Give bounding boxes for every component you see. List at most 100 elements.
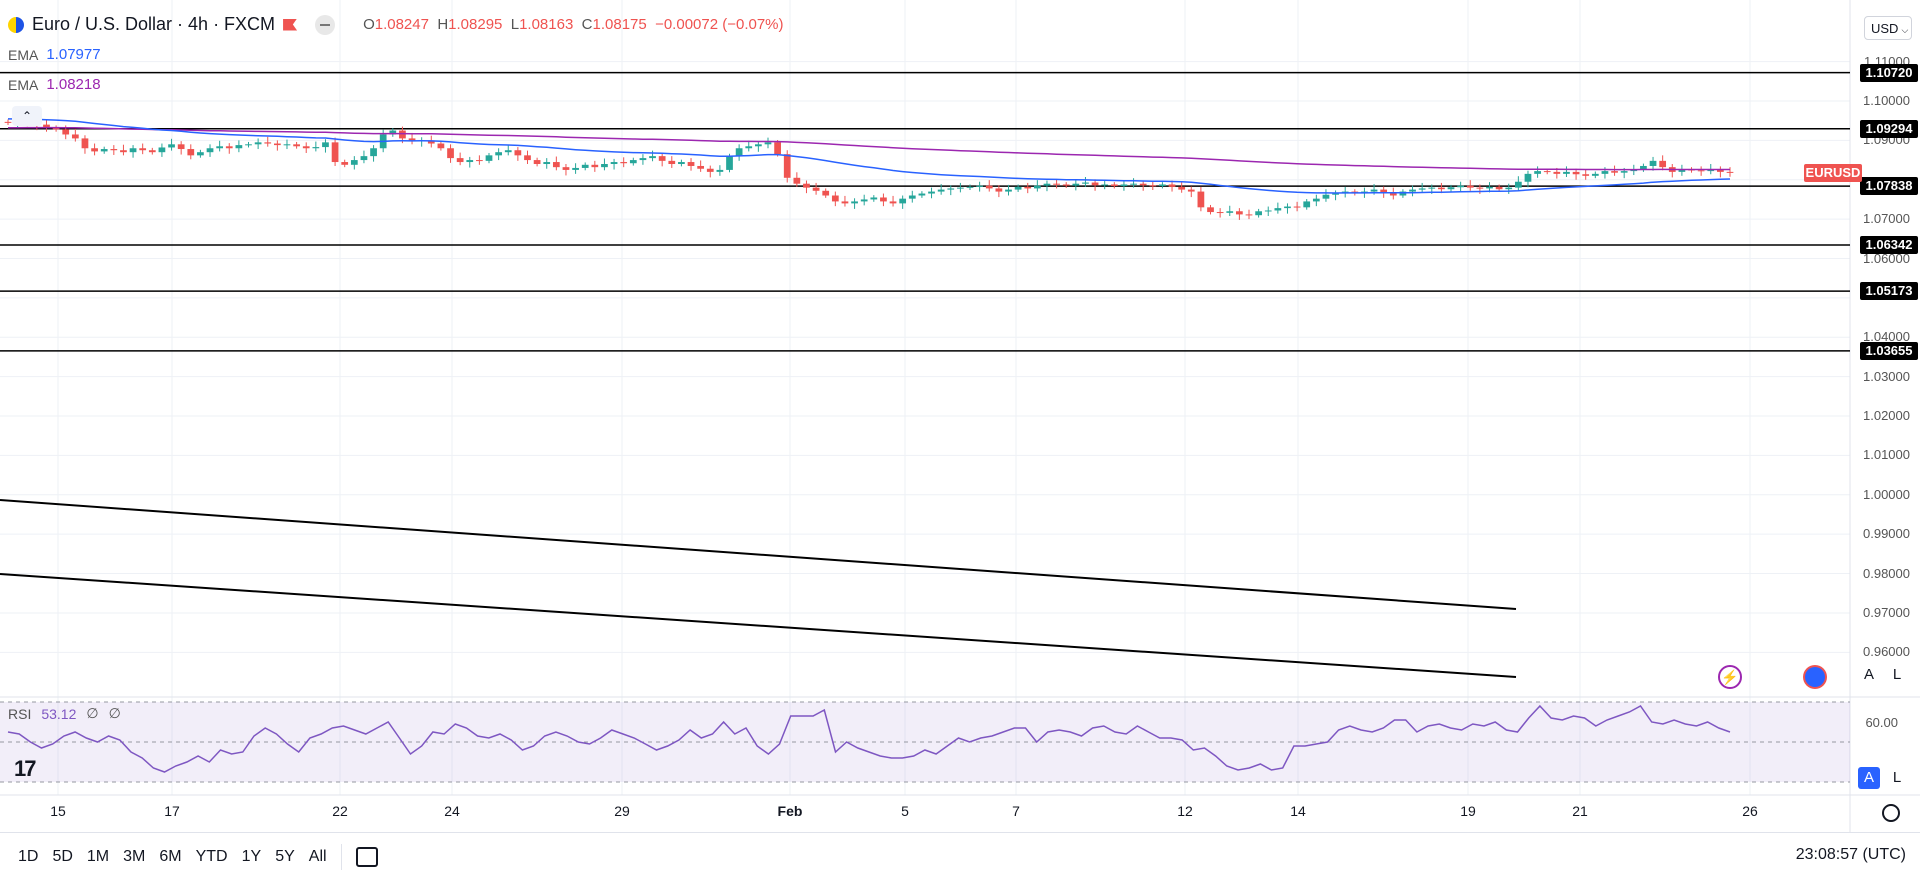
timeframe-3m[interactable]: 3M <box>123 848 146 865</box>
flag-icon[interactable] <box>283 18 298 31</box>
settings-icon[interactable] <box>1882 804 1900 822</box>
candle-body <box>851 201 858 204</box>
utc-clock[interactable]: 23:08:57 (UTC) <box>1795 846 1906 863</box>
auto-scale-button[interactable]: A <box>1863 666 1874 683</box>
symbol-title[interactable]: Euro / U.S. Dollar · 4h · FXCM <box>32 14 276 34</box>
calendar-icon[interactable] <box>355 847 378 867</box>
candle-body <box>1072 183 1080 186</box>
candle-body <box>687 162 695 166</box>
ema-fast-line <box>7 118 1731 194</box>
candle-body <box>755 144 762 147</box>
level-label: 1.07838 <box>1860 177 1918 196</box>
candle-body <box>1418 188 1426 190</box>
level-label: 1.03655 <box>1860 341 1918 360</box>
candle-body <box>764 142 772 145</box>
candle-body <box>572 167 579 170</box>
candle-body <box>1717 169 1724 172</box>
candle-body <box>793 177 801 184</box>
candle-body <box>341 162 349 165</box>
candle-body <box>1428 187 1436 189</box>
collapse-legend-button[interactable]: ⌃ <box>12 106 42 126</box>
candle-body <box>918 193 926 196</box>
log-scale-button[interactable]: L <box>1892 666 1902 683</box>
rsi-log-scale-button[interactable]: L <box>1892 769 1902 786</box>
level-label: 1.06342 <box>1860 236 1918 255</box>
ema-fast-legend[interactable]: EMA 1.07977 <box>8 46 101 63</box>
candle-body <box>1168 184 1176 187</box>
candle-body <box>177 144 185 150</box>
candle-body <box>427 140 435 144</box>
candle-body <box>1207 207 1214 213</box>
time-tick: 15 <box>50 803 66 819</box>
candle-body <box>735 148 743 157</box>
candle-body <box>1264 210 1272 212</box>
candle-body <box>447 148 454 159</box>
candle-body <box>649 156 656 159</box>
candle-body <box>658 156 666 161</box>
timeframe-5y[interactable]: 5Y <box>275 848 295 865</box>
candle-body <box>668 160 676 165</box>
candle-body <box>139 148 147 151</box>
timeframe-1d[interactable]: 1D <box>18 848 39 865</box>
rsi-value: 53.12 <box>41 705 77 722</box>
ema-slow-legend[interactable]: EMA 1.08218 <box>8 76 101 93</box>
candle-body <box>870 197 878 200</box>
candle-body <box>4 121 12 123</box>
candle-body <box>995 188 1003 192</box>
candle-body <box>437 143 445 149</box>
ohlc-values: O1.08247 H1.08295 L1.08163 C1.08175 −0.0… <box>363 16 784 33</box>
symbol-price-label: EURUSD <box>1804 164 1862 182</box>
candle-body <box>1611 171 1618 173</box>
candle-body <box>1591 173 1599 176</box>
candle-body <box>581 164 589 168</box>
candle-body <box>966 186 974 188</box>
candle-body <box>1303 201 1311 208</box>
candle-body <box>745 146 753 149</box>
candle-body <box>812 187 820 191</box>
candle-body <box>71 134 79 139</box>
candle-body <box>1149 185 1157 187</box>
rsi-auto-scale-button[interactable]: A <box>1858 767 1880 789</box>
flag-event-icon[interactable] <box>1805 667 1825 687</box>
ema-slow-line <box>8 126 1730 171</box>
candle-body <box>1159 184 1166 187</box>
lightning-icon[interactable]: ⚡ <box>1718 665 1742 689</box>
candle-body <box>1380 189 1388 193</box>
price-tick: 1.03000 <box>1863 368 1910 384</box>
candle-body <box>1110 184 1118 187</box>
timeframe-all[interactable]: All <box>308 848 327 865</box>
rsi-band <box>0 702 1850 782</box>
rsi-legend[interactable]: RSI 53.12 ∅ ∅ <box>8 705 121 722</box>
price-tick: 1.02000 <box>1863 408 1910 424</box>
candle-body <box>254 142 262 145</box>
time-tick: 12 <box>1177 803 1193 819</box>
candle-body <box>1130 183 1137 185</box>
candle-body <box>1726 171 1734 173</box>
timeframe-1y[interactable]: 1Y <box>241 848 262 865</box>
candle-body <box>408 138 416 142</box>
change-value: −0.00072 (−0.07%) <box>655 16 784 33</box>
timeframe-5d[interactable]: 5D <box>52 848 73 865</box>
candle-body <box>620 162 628 164</box>
tradingview-logo[interactable]: 17 <box>14 756 37 781</box>
rsi-pane <box>0 701 1850 783</box>
timeframe-ytd[interactable]: YTD <box>195 848 228 865</box>
currency-select[interactable]: USD ⌵ <box>1864 16 1912 40</box>
candle-body <box>476 160 483 162</box>
candle-body <box>350 160 358 165</box>
candle-body <box>81 138 89 149</box>
timeframe-1m[interactable]: 1M <box>86 848 110 865</box>
time-tick: 24 <box>444 803 460 819</box>
candle-body <box>43 124 50 128</box>
candle-body <box>1457 185 1465 188</box>
candle-body <box>774 142 781 155</box>
minus-circle-icon[interactable] <box>315 14 336 35</box>
timeframe-6m[interactable]: 6M <box>159 848 182 865</box>
candle-body <box>1226 211 1234 213</box>
candle-body <box>1120 184 1128 187</box>
candle-body <box>1053 183 1060 185</box>
candle-body <box>1005 189 1012 192</box>
price-tick: 0.98000 <box>1863 565 1910 581</box>
candle-body <box>1389 192 1397 196</box>
